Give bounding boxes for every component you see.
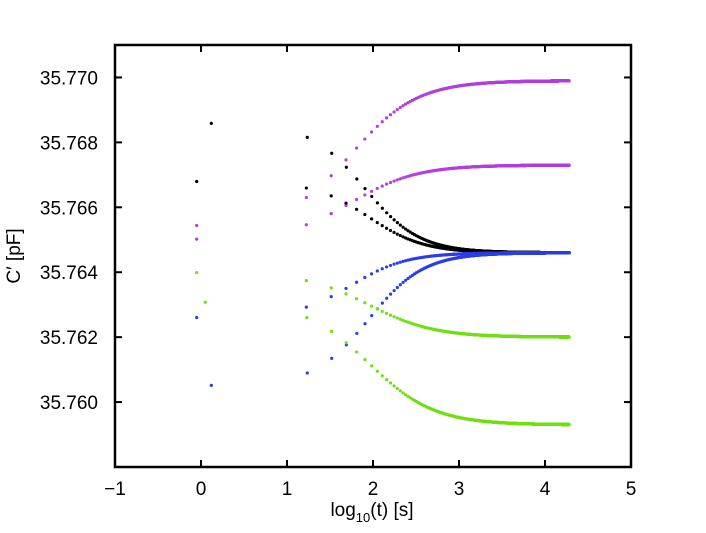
data-point — [329, 194, 333, 198]
data-point — [398, 260, 402, 264]
data-point — [380, 267, 384, 271]
data-point — [392, 262, 396, 266]
data-point — [385, 265, 389, 269]
data-point — [389, 215, 393, 219]
data-point — [388, 180, 393, 185]
data-point — [403, 102, 408, 106]
data-point — [388, 228, 393, 233]
data-point — [355, 197, 359, 202]
data-point — [385, 226, 389, 230]
data-point — [375, 201, 380, 205]
data-point — [195, 179, 199, 184]
series-black-lower — [195, 179, 571, 255]
data-point — [398, 233, 402, 238]
data-point — [385, 211, 389, 215]
data-point — [363, 212, 367, 217]
data-point — [304, 195, 308, 200]
data-point — [329, 212, 333, 216]
data-point — [401, 104, 405, 108]
data-point — [344, 286, 348, 291]
data-point — [195, 223, 199, 228]
data-point — [304, 305, 308, 309]
data-point — [344, 203, 348, 208]
data-point — [369, 217, 374, 221]
data-point — [385, 182, 389, 186]
data-point — [330, 151, 334, 155]
data-point — [375, 124, 379, 128]
plot-points — [195, 79, 571, 427]
data-point — [375, 220, 379, 225]
data-point — [392, 218, 396, 222]
data-point — [370, 194, 374, 199]
data-point — [395, 221, 399, 225]
data-point — [567, 163, 571, 167]
data-point — [369, 130, 374, 134]
series-blue-upper — [195, 251, 571, 320]
data-point — [395, 178, 399, 182]
data-point — [305, 135, 309, 139]
data-point — [398, 223, 402, 227]
data-point — [363, 193, 367, 197]
data-point — [369, 272, 374, 276]
data-point — [395, 107, 399, 112]
data-point — [209, 121, 213, 125]
data-point — [388, 113, 393, 117]
data-point — [403, 175, 408, 179]
data-point — [195, 237, 199, 241]
series-black-upper — [209, 121, 571, 255]
data-point — [375, 186, 379, 191]
data-point — [392, 230, 396, 235]
data-point — [344, 201, 348, 205]
data-point — [567, 79, 571, 83]
data-point — [395, 261, 399, 265]
data-point — [398, 177, 402, 181]
data-point — [380, 184, 384, 188]
data-point — [398, 105, 402, 110]
data-point — [375, 269, 379, 273]
data-point — [355, 146, 359, 150]
data-point — [344, 165, 348, 169]
data-point — [363, 186, 367, 191]
data-point — [363, 275, 367, 280]
data-point — [304, 186, 308, 190]
data-point — [195, 315, 199, 320]
data-point — [369, 189, 374, 193]
data-point — [329, 174, 333, 178]
data-point — [355, 280, 359, 284]
data-point — [401, 176, 405, 180]
data-point — [355, 207, 359, 211]
data-point — [380, 206, 384, 210]
series-magenta-lower — [195, 163, 571, 241]
data-point — [329, 295, 333, 299]
data-point — [363, 137, 367, 141]
data-point — [395, 232, 399, 236]
data-point — [355, 177, 359, 181]
data-point — [392, 110, 396, 114]
data-point — [388, 263, 393, 268]
data-point — [392, 179, 396, 183]
data-point — [380, 120, 384, 124]
data-point — [385, 116, 389, 120]
data-point — [401, 225, 405, 229]
data-point — [380, 224, 384, 228]
series-magenta-upper — [195, 79, 571, 228]
data-point — [344, 158, 348, 162]
data-point — [304, 223, 308, 227]
